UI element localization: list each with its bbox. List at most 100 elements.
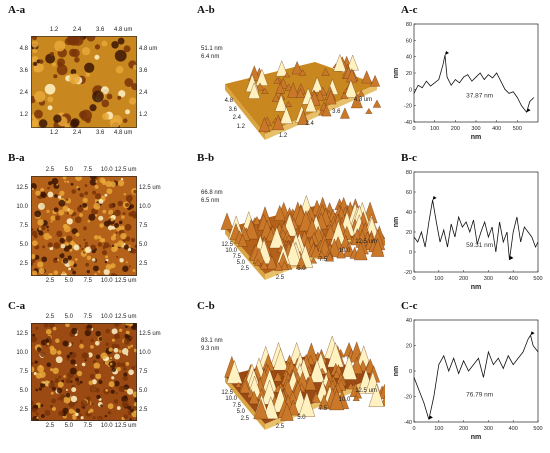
surface-grain (57, 381, 64, 388)
surface-grain (31, 366, 35, 373)
surface-peak (272, 114, 285, 130)
surface-grain (34, 210, 42, 218)
surface-grain (56, 64, 68, 76)
surface-grain (32, 333, 35, 337)
surface-grain (110, 389, 115, 394)
surface-peak (287, 399, 300, 416)
surface-grain (79, 213, 83, 217)
surface-peak (342, 241, 355, 257)
chart-frame (413, 23, 539, 123)
surface-peak (275, 60, 288, 77)
surface-grain (131, 83, 137, 91)
surface-grain (116, 366, 121, 372)
surface-grain (113, 347, 119, 353)
y-tick-label: 80 (406, 170, 412, 176)
surface-grain (58, 375, 62, 379)
x-tick-label: 400 (509, 276, 518, 282)
surface-grain (57, 397, 60, 401)
surface-grain (70, 182, 74, 186)
surface-peak (304, 96, 317, 113)
x-tick-label: 100 (430, 126, 439, 132)
image-bottom-tick: 2.4 (72, 130, 82, 136)
surface-y-tick: 10.0 (225, 396, 237, 403)
image-bottom-tick: 2.5 (45, 278, 55, 284)
surface-grain (71, 36, 84, 46)
surface-peak (344, 79, 358, 98)
surface-grain (53, 74, 58, 79)
surface-grain (68, 400, 75, 408)
image-bottom-tick: 7.5 (83, 278, 92, 284)
surface-grain (89, 178, 97, 186)
surface-grain (70, 268, 74, 272)
surface-grain (128, 244, 131, 247)
surface-grain (80, 416, 84, 420)
surface-grain (108, 203, 114, 209)
surface-y-tick: 4.8 (224, 98, 233, 104)
surface-peak (295, 88, 306, 98)
surface-grain (103, 268, 110, 276)
surface-grain (94, 214, 98, 217)
surface-grain (65, 388, 68, 391)
surface-grain (116, 255, 119, 258)
surface-grain (70, 359, 76, 365)
surface-grain (91, 379, 97, 385)
surface-grain (52, 367, 59, 375)
y-tick-label: 80 (406, 22, 412, 28)
surface-grain (89, 373, 95, 379)
surface-grain (99, 223, 104, 228)
surface-grain (104, 193, 108, 197)
surface-grain (35, 326, 39, 330)
surface-grain (107, 410, 112, 415)
surface-grain (31, 36, 38, 41)
image-bottom-tick: 2.5 (45, 423, 55, 429)
surface-grain (45, 328, 52, 335)
surface-peak (253, 398, 269, 420)
surface-grain (37, 202, 45, 210)
surface-peak (291, 60, 303, 75)
image-top-tick: 10.0 (100, 314, 113, 320)
surface-grain (80, 399, 88, 407)
surface-y-tick: 5.0 (236, 409, 245, 416)
surface-grain (123, 367, 127, 371)
surface-peak (325, 90, 337, 105)
x-tick-label: 200 (459, 426, 468, 432)
surface-grain (55, 215, 61, 221)
surface-grain (106, 188, 113, 195)
surface-grain (55, 356, 63, 364)
surface-grain (84, 241, 88, 245)
step-height-annotation: 59.31 nm (466, 242, 493, 249)
surface-grain (71, 228, 78, 235)
surface-grain (53, 242, 61, 249)
surface-peak (284, 240, 302, 266)
surface-grain (113, 333, 120, 340)
surface-y-tick: 7.5 (232, 402, 241, 409)
surface-peak (346, 382, 355, 390)
surface-grain (63, 375, 67, 378)
surface-grain (94, 340, 100, 346)
surface-peak (259, 260, 269, 270)
surface-grain (118, 220, 123, 225)
surface-grain (70, 380, 73, 383)
surface-grain (46, 225, 49, 229)
surface-grain (122, 118, 128, 123)
surface-peak (352, 395, 360, 401)
surface-y-tick: 2.5 (240, 415, 249, 422)
surface-grain (92, 258, 96, 262)
surface-grain (75, 176, 83, 182)
surface-grain (75, 232, 80, 237)
surface-grain (95, 354, 101, 359)
surface-grain (52, 326, 57, 331)
surface-grain (54, 40, 66, 52)
image-top-tick: 2.4 (72, 27, 82, 33)
surface-z-min-label: 6.4 nm (201, 54, 220, 60)
image-right-tick: 10.0 (139, 350, 151, 357)
surface-peak (304, 374, 317, 391)
panel-label-b-a: B-a (8, 152, 25, 164)
surface-peak (346, 54, 359, 71)
surface-grain (86, 255, 92, 261)
image-left-tick: 12.5 (16, 184, 28, 191)
surface-grain (50, 215, 56, 221)
surface-y-tick: 3.6 (228, 106, 237, 113)
surface-grain (81, 247, 84, 251)
surface-grain (53, 270, 59, 276)
